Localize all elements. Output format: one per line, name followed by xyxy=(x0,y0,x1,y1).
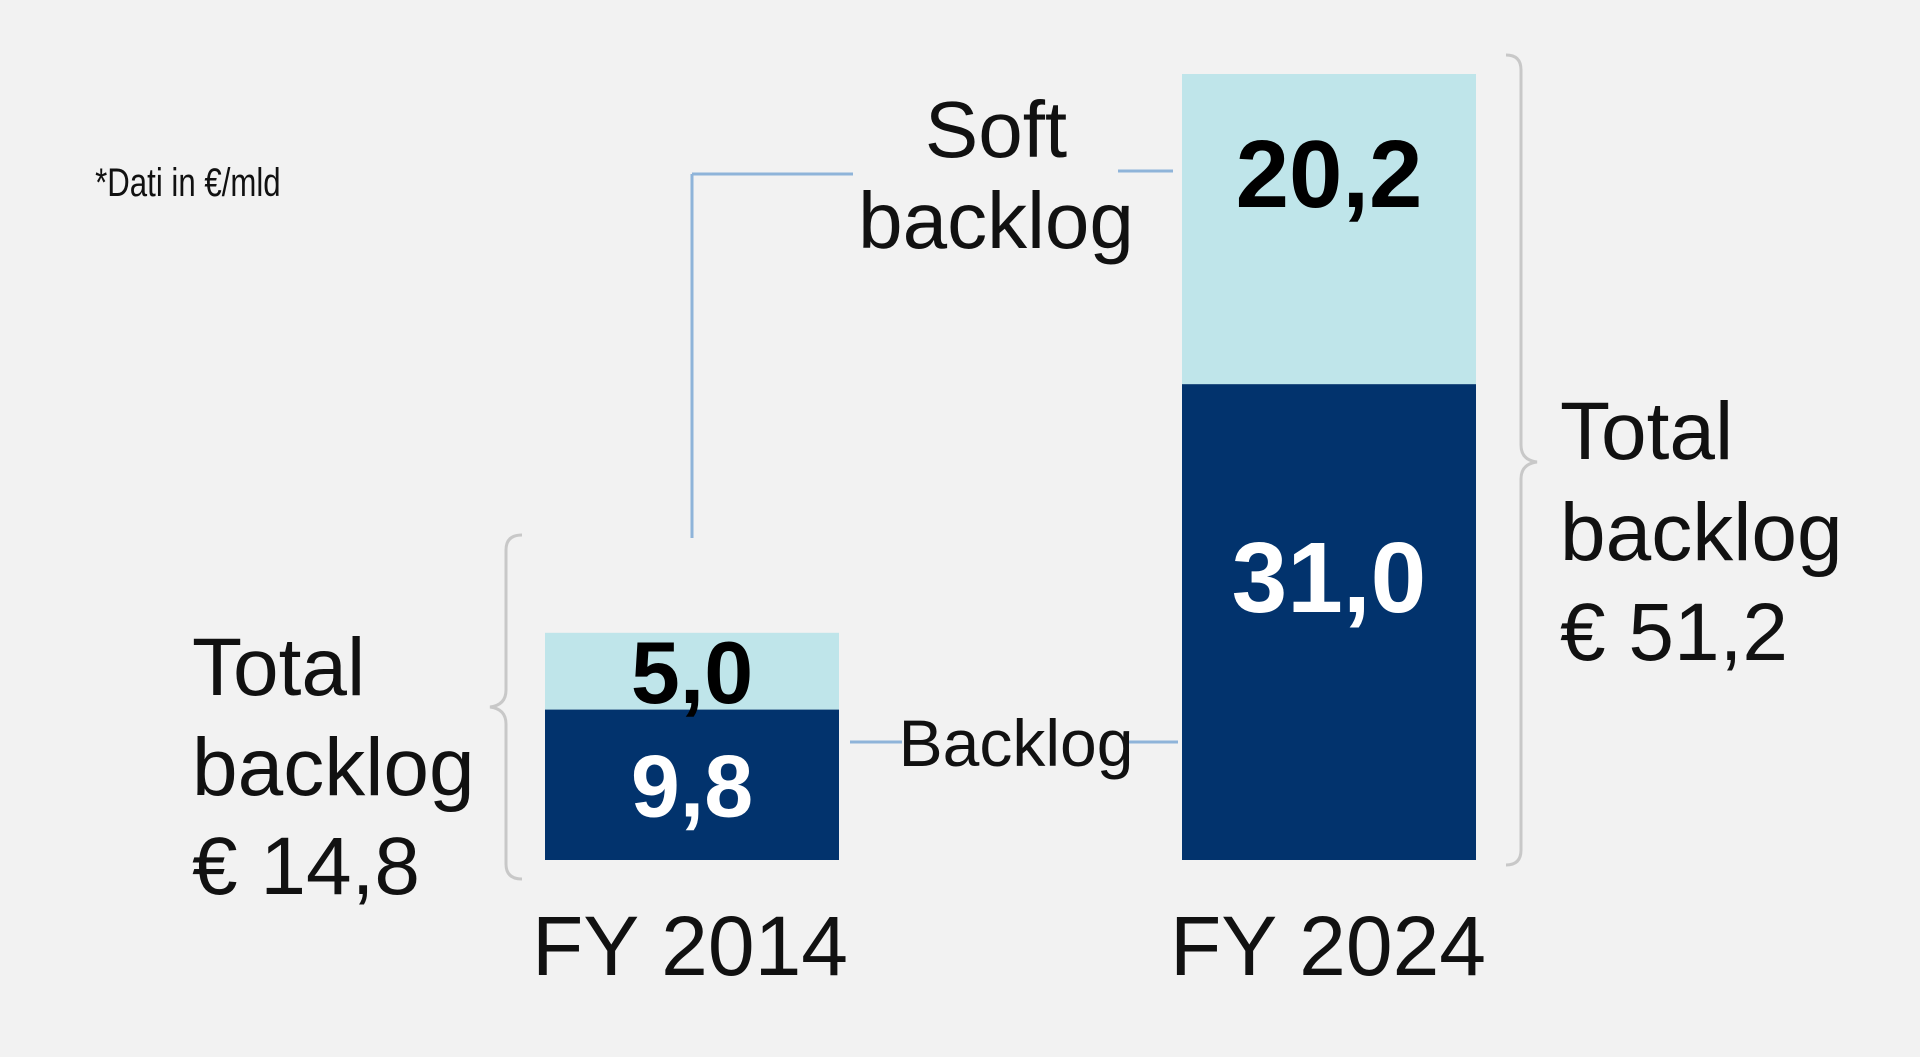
soft-backlog-label-line2: backlog xyxy=(858,176,1134,265)
total-label-fy2014-line2: backlog xyxy=(192,722,475,813)
bar-fy2024-soft-backlog xyxy=(1182,74,1476,385)
bracket-fy2014 xyxy=(489,533,523,881)
soft-backlog-label-line1: Soft xyxy=(925,85,1067,174)
bar-fy2014-backlog xyxy=(545,709,839,860)
bars-group xyxy=(545,74,1476,860)
value-label-fy2014-backlog: 9,8 xyxy=(631,736,753,835)
value-label-fy2014-soft-backlog: 5,0 xyxy=(631,623,753,722)
bracket-fy2024 xyxy=(1505,53,1538,867)
total-label-fy2014-value: € 14,8 xyxy=(192,821,420,912)
backlog-label: Backlog xyxy=(899,706,1134,780)
total-label-fy2024-line2: backlog xyxy=(1560,487,1843,578)
category-label-fy2024: FY 2024 xyxy=(1170,899,1486,993)
category-label-fy2014: FY 2014 xyxy=(532,899,848,993)
total-brackets xyxy=(489,53,1538,881)
connector-lines xyxy=(690,169,1178,744)
total-label-fy2014-line1: Total xyxy=(192,622,365,713)
total-label-fy2024-value: € 51,2 xyxy=(1560,587,1788,678)
unit-note: *Dati in €/mld xyxy=(95,160,280,205)
value-label-fy2024-backlog: 31,0 xyxy=(1232,522,1427,634)
value-labels-group: 9,8 5,0 31,0 20,2 xyxy=(631,121,1426,835)
value-label-fy2024-soft-backlog: 20,2 xyxy=(1236,121,1423,228)
bar-fy2014-soft-backlog xyxy=(545,632,839,710)
total-label-fy2024-line1: Total xyxy=(1560,386,1733,477)
bar-fy2024-backlog xyxy=(1182,384,1476,860)
